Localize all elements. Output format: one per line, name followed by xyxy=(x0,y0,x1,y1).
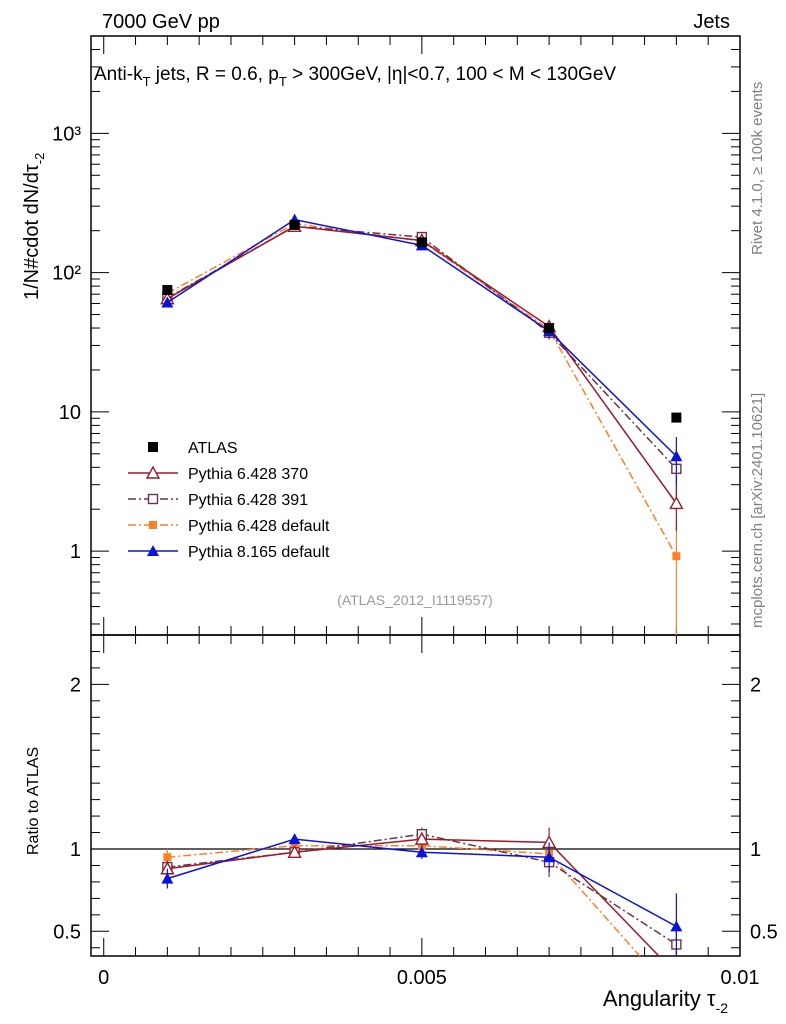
series-p391 xyxy=(162,221,682,499)
ratio-series-p370 xyxy=(160,827,682,979)
ratio-point xyxy=(415,846,428,858)
ratio-point xyxy=(414,831,430,845)
ratio-ylabel: Ratio to ATLAS xyxy=(25,747,42,855)
series-data xyxy=(162,219,682,423)
series-line-p391 xyxy=(166,225,677,470)
legend-label: Pythia 6.428 370 xyxy=(188,466,308,483)
plot-title: Anti-kT jets, R = 0.6, pT > 300GeV, |η|<… xyxy=(94,64,616,89)
legend-label: Pythia 8.165 default xyxy=(188,544,330,561)
y-tick-label: 10³ xyxy=(52,123,81,145)
x-axis-label: Angularity τ-2 xyxy=(603,986,728,1016)
main-axis-ticks: 1 10 10² 10³ xyxy=(52,35,741,635)
ratio-point xyxy=(161,872,174,884)
legend-entry-pdef: Pythia 6.428 default xyxy=(128,518,330,535)
legend-label: Pythia 6.428 default xyxy=(188,518,330,535)
rivet-label: Rivet 4.1.0, ≥ 100k events xyxy=(749,82,766,255)
legend-entry-p8: Pythia 8.165 default xyxy=(128,544,330,561)
mcplots-label: mcplots.cern.ch [arXiv:2401.10621] xyxy=(749,393,766,628)
x-tick-label: 0 xyxy=(98,967,109,989)
data-point xyxy=(289,219,300,230)
legend-marker xyxy=(145,465,161,479)
data-point xyxy=(670,450,683,462)
ratio-series-p8 xyxy=(161,833,683,956)
data-point xyxy=(162,285,173,296)
data-point xyxy=(161,296,174,308)
x-tick-label: 0.005 xyxy=(397,967,447,989)
ratio-point xyxy=(670,968,682,979)
legend-entry-data: ATLAS xyxy=(148,440,238,457)
x-tick-label: 0.01 xyxy=(721,967,760,989)
legend: ATLAS Pythia 6.428 370 Pythia 6.428 391 Pyt… xyxy=(128,440,330,561)
ratio-y-tick-label: 2 xyxy=(70,674,81,696)
ratio-axis-ticks: 0.5 0.5 1 1 2 2 0 0.005 0.01 xyxy=(53,635,778,989)
data-point xyxy=(544,323,555,334)
legend-label: ATLAS xyxy=(188,440,238,457)
analysis-id: (ATLAS_2012_I1119557) xyxy=(337,592,493,608)
y-tick-label: 1 xyxy=(70,541,81,563)
ratio-frame xyxy=(90,634,741,957)
legend-marker xyxy=(147,493,159,505)
ratio-y-tick-label-right: 2 xyxy=(750,674,761,696)
series-line-p370 xyxy=(166,225,677,504)
ratio-point xyxy=(163,853,172,862)
main-series-group xyxy=(160,213,684,635)
legend-marker xyxy=(148,442,158,452)
y-tick-label: 10 xyxy=(59,402,81,424)
series-pdef xyxy=(163,219,681,635)
legend-marker xyxy=(149,521,157,529)
ratio-y-tick-label: 0.5 xyxy=(53,921,81,943)
legend-marker xyxy=(147,545,159,556)
series-p370 xyxy=(160,218,684,531)
ratio-point xyxy=(543,851,556,863)
ratio-line-pdef xyxy=(167,844,641,956)
data-point xyxy=(672,552,681,561)
ratio-point xyxy=(287,844,302,858)
header-left: 7000 GeV pp xyxy=(102,11,220,33)
ratio-y-tick-label: 1 xyxy=(70,839,81,861)
legend-entry-p391: Pythia 6.428 391 xyxy=(128,492,308,509)
data-point xyxy=(669,496,684,510)
ratio-series-group xyxy=(160,827,683,979)
legend-entry-p370: Pythia 6.428 370 xyxy=(128,465,308,483)
data-point xyxy=(416,237,427,248)
ratio-point xyxy=(670,920,683,932)
y-tick-label: 10² xyxy=(52,263,81,285)
main-ylabel: 1/N#cdot dN/dτ-2 xyxy=(21,153,47,300)
ratio-point xyxy=(288,833,301,845)
ratio-y-tick-label-right: 1 xyxy=(750,839,761,861)
data-point xyxy=(671,412,682,423)
ratio-y-tick-label-right: 0.5 xyxy=(750,921,778,943)
legend-label: Pythia 6.428 391 xyxy=(188,492,308,509)
header-right: Jets xyxy=(693,11,730,33)
